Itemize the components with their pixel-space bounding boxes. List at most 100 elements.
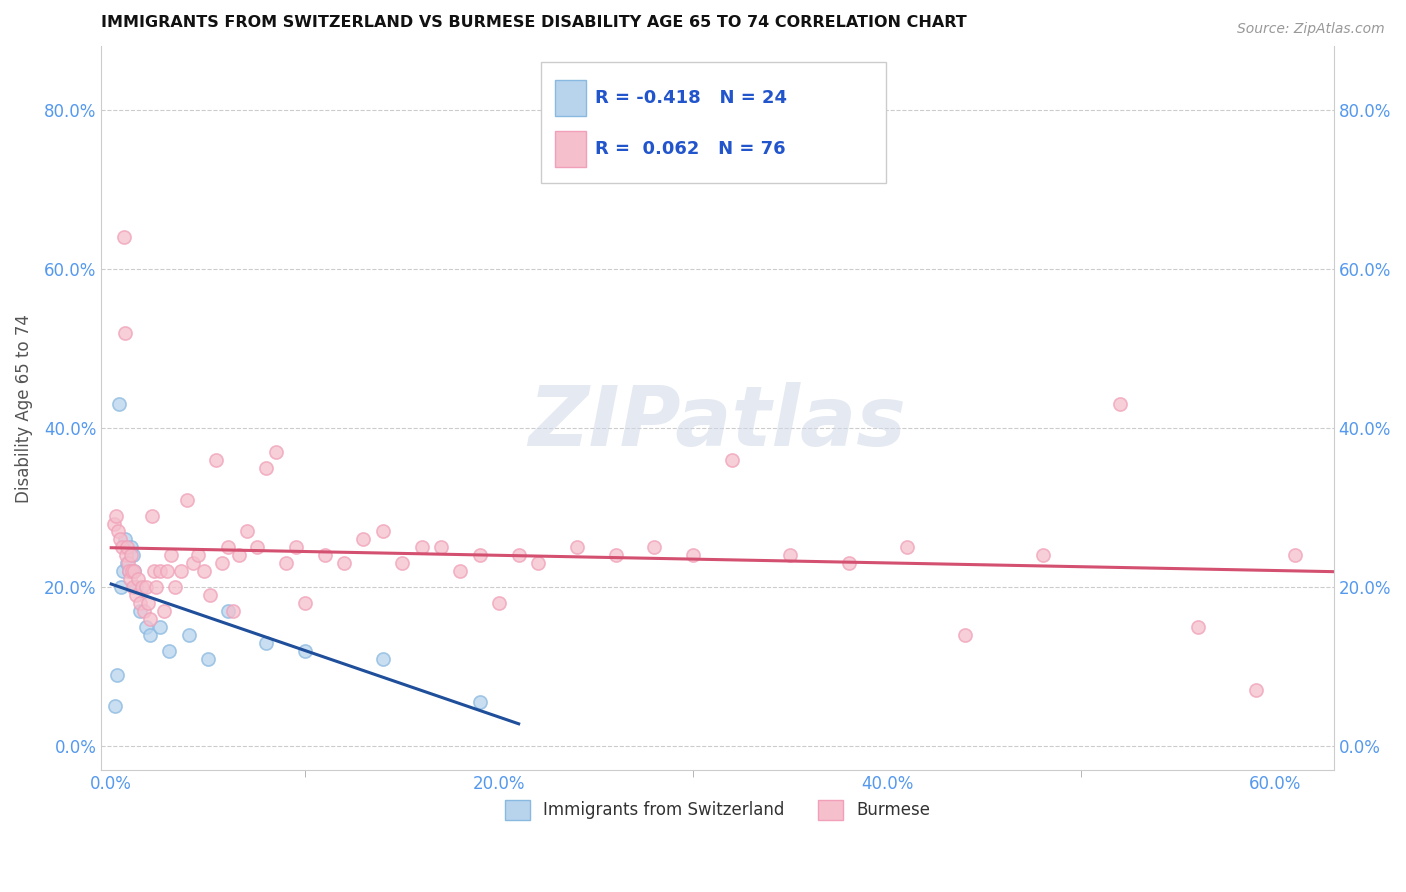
Point xyxy=(125,580,148,594)
Point xyxy=(371,524,394,539)
Point xyxy=(896,541,918,555)
Point xyxy=(127,572,149,586)
Point xyxy=(141,508,163,523)
Point xyxy=(114,533,136,547)
Point xyxy=(953,628,976,642)
Point xyxy=(838,556,860,570)
Point xyxy=(187,549,209,563)
Point xyxy=(371,651,394,665)
Point xyxy=(294,596,316,610)
Point xyxy=(181,556,204,570)
Point xyxy=(176,492,198,507)
Point xyxy=(682,549,704,563)
Point xyxy=(565,541,588,555)
Point xyxy=(264,445,287,459)
Text: ZIPatlas: ZIPatlas xyxy=(529,382,907,463)
Point xyxy=(152,604,174,618)
Point xyxy=(160,549,183,563)
Point xyxy=(105,667,128,681)
Point xyxy=(135,620,157,634)
Point xyxy=(115,556,138,570)
Point xyxy=(120,541,142,555)
Point xyxy=(1032,549,1054,563)
Point xyxy=(284,541,307,555)
Point xyxy=(1109,397,1132,411)
Point xyxy=(228,549,250,563)
Point xyxy=(449,564,471,578)
Point xyxy=(134,604,156,618)
Point xyxy=(105,508,128,523)
Point xyxy=(157,644,180,658)
Point xyxy=(779,549,801,563)
Text: R =  0.062   N = 76: R = 0.062 N = 76 xyxy=(595,140,786,158)
Point xyxy=(129,604,152,618)
Point xyxy=(527,556,550,570)
Point xyxy=(254,636,277,650)
Point xyxy=(352,533,374,547)
Point xyxy=(139,612,162,626)
Point xyxy=(121,580,143,594)
Point xyxy=(165,580,187,594)
Point xyxy=(198,588,221,602)
Point xyxy=(108,533,131,547)
Point xyxy=(149,564,172,578)
Y-axis label: Disability Age 65 to 74: Disability Age 65 to 74 xyxy=(15,314,32,503)
Legend: Immigrants from Switzerland, Burmese: Immigrants from Switzerland, Burmese xyxy=(498,793,936,827)
Point xyxy=(125,588,148,602)
Point xyxy=(120,549,142,563)
Point xyxy=(103,516,125,531)
Point xyxy=(121,564,143,578)
Point xyxy=(391,556,413,570)
Text: IMMIGRANTS FROM SWITZERLAND VS BURMESE DISABILITY AGE 65 TO 74 CORRELATION CHART: IMMIGRANTS FROM SWITZERLAND VS BURMESE D… xyxy=(101,15,967,30)
Point xyxy=(117,564,139,578)
Point xyxy=(274,556,297,570)
Point xyxy=(294,644,316,658)
Point xyxy=(114,326,136,340)
Point xyxy=(117,564,139,578)
Point xyxy=(135,580,157,594)
Point xyxy=(205,453,228,467)
Point xyxy=(217,604,239,618)
Point xyxy=(156,564,179,578)
Point xyxy=(1244,683,1267,698)
Point xyxy=(115,541,138,555)
Point xyxy=(111,541,134,555)
Point xyxy=(1284,549,1306,563)
Point xyxy=(108,397,131,411)
Point xyxy=(246,541,269,555)
Point xyxy=(170,564,193,578)
Text: Source: ZipAtlas.com: Source: ZipAtlas.com xyxy=(1237,22,1385,37)
Point xyxy=(222,604,245,618)
Point xyxy=(643,541,665,555)
Point xyxy=(117,556,139,570)
Point xyxy=(721,453,744,467)
Point xyxy=(236,524,259,539)
Point xyxy=(112,230,135,244)
Point xyxy=(118,572,141,586)
Point xyxy=(110,580,132,594)
Point xyxy=(254,461,277,475)
Point xyxy=(124,564,146,578)
Point xyxy=(111,564,134,578)
Point xyxy=(114,549,136,563)
Point xyxy=(121,549,143,563)
Point xyxy=(211,556,233,570)
Point xyxy=(136,596,159,610)
Point xyxy=(142,564,165,578)
Point xyxy=(1187,620,1209,634)
Point xyxy=(124,564,146,578)
Point xyxy=(411,541,433,555)
Point xyxy=(217,541,239,555)
Point xyxy=(193,564,215,578)
Point xyxy=(333,556,356,570)
Point xyxy=(149,620,172,634)
Point xyxy=(197,651,219,665)
Point xyxy=(488,596,510,610)
Point xyxy=(468,549,491,563)
Text: R = -0.418   N = 24: R = -0.418 N = 24 xyxy=(595,89,787,107)
Point xyxy=(145,580,167,594)
Point xyxy=(468,695,491,709)
Point xyxy=(177,628,200,642)
Point xyxy=(508,549,530,563)
Point xyxy=(139,628,162,642)
